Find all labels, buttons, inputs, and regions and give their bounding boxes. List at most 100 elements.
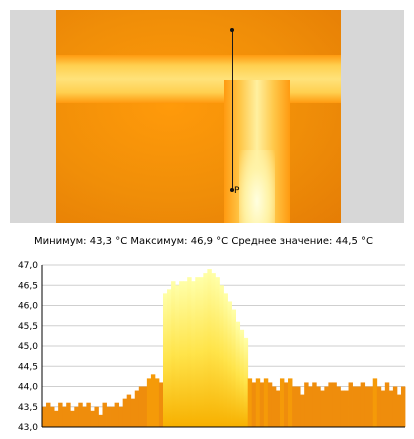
y-tick-label: 46,0 xyxy=(18,302,38,312)
profile-bar xyxy=(376,386,382,427)
profile-bar xyxy=(215,277,220,427)
profile-bar xyxy=(82,406,87,427)
profile-line[interactable] xyxy=(232,30,233,190)
profile-bar xyxy=(279,378,285,427)
profile-bar xyxy=(106,406,111,427)
profile-bar xyxy=(146,378,152,427)
profile-bar xyxy=(66,402,71,427)
profile-bar xyxy=(304,382,309,427)
profile-bar xyxy=(134,390,140,427)
profile-bar xyxy=(251,382,257,427)
profile-bar xyxy=(154,378,160,427)
profile-bar xyxy=(296,386,301,427)
profile-bar xyxy=(175,285,180,427)
avg-unit: °C xyxy=(361,236,373,247)
point-label: P xyxy=(234,186,240,196)
profile-bar xyxy=(42,406,47,427)
profile-bar xyxy=(235,321,241,427)
profile-bar xyxy=(308,386,313,427)
profile-bar xyxy=(292,386,297,427)
horizontal-heat-band xyxy=(56,55,341,103)
profile-bar xyxy=(388,390,394,427)
profile-bar xyxy=(400,386,406,427)
min-label: Минимум: xyxy=(34,236,87,247)
profile-bar xyxy=(126,394,132,427)
profile-bar xyxy=(255,378,261,427)
profile-bar xyxy=(227,301,232,427)
profile-bar xyxy=(360,382,366,427)
profile-bar xyxy=(195,277,200,427)
profile-bar xyxy=(243,337,249,427)
profile-bar xyxy=(86,402,91,427)
profile-bar xyxy=(344,390,349,427)
thermal-image[interactable]: P xyxy=(56,10,341,223)
min-value: 43,3 xyxy=(89,236,112,247)
profile-bar xyxy=(122,398,128,427)
profile-bar xyxy=(259,382,265,427)
profile-bar xyxy=(203,273,208,427)
max-unit: °C xyxy=(216,236,229,247)
profile-bar xyxy=(211,273,216,427)
profile-bar xyxy=(384,382,390,427)
profile-bar xyxy=(102,402,107,427)
profile-bar xyxy=(380,390,386,427)
profile-line-start-handle[interactable] xyxy=(230,28,234,32)
profile-bar xyxy=(231,309,236,427)
profile-bar xyxy=(138,386,144,427)
avg-value: 44,5 xyxy=(335,236,358,247)
profile-bar xyxy=(223,293,228,427)
profile-bar xyxy=(239,329,245,427)
avg-label: Среднее значение: xyxy=(231,236,333,247)
profile-bar xyxy=(392,386,398,427)
profile-bar xyxy=(191,281,196,427)
profile-bar xyxy=(163,293,168,427)
profile-bar xyxy=(320,390,325,427)
profile-bar xyxy=(267,382,273,427)
min-unit: °C xyxy=(115,236,128,247)
profile-bar xyxy=(340,390,345,427)
profile-bar xyxy=(328,382,333,427)
profile-bar xyxy=(118,406,124,427)
profile-chart-svg: 47,0 46,5 46,0 45,5 45,0 44,5 44,0 43,5 43,0 xyxy=(18,261,406,433)
profile-bar xyxy=(275,390,281,427)
profile-bar xyxy=(114,402,120,427)
profile-bar xyxy=(62,406,67,427)
profile-bar xyxy=(183,281,188,427)
profile-line-end-handle[interactable] xyxy=(230,188,234,192)
profile-bar xyxy=(284,382,289,427)
profile-bar xyxy=(94,406,99,427)
max-value: 46,9 xyxy=(190,236,213,247)
profile-bar xyxy=(372,378,378,427)
profile-bar xyxy=(98,414,103,427)
profile-bar xyxy=(332,382,337,427)
profile-bar xyxy=(199,277,204,427)
profile-bar xyxy=(348,382,353,427)
profile-bar xyxy=(74,406,79,427)
profile-bar xyxy=(54,410,59,427)
y-tick-label: 45,5 xyxy=(18,322,38,332)
y-tick-label: 47,0 xyxy=(18,261,38,271)
profile-bar xyxy=(324,386,329,427)
profile-bar xyxy=(219,285,224,427)
profile-bar xyxy=(142,386,148,427)
profile-bar xyxy=(50,406,55,427)
profile-bar xyxy=(158,382,164,427)
profile-bar xyxy=(263,378,269,427)
profile-bar xyxy=(247,378,253,427)
y-tick-label: 44,5 xyxy=(18,362,38,372)
profile-bar xyxy=(70,410,75,427)
profile-bar xyxy=(58,402,63,427)
profile-bar xyxy=(271,386,277,427)
hot-spot-glow xyxy=(239,150,275,223)
profile-bar xyxy=(110,406,115,427)
profile-bar xyxy=(179,281,184,427)
profile-bar xyxy=(356,386,362,427)
y-tick-label: 45,0 xyxy=(18,342,38,352)
profile-bar xyxy=(368,386,374,427)
profile-bar xyxy=(187,277,192,427)
y-tick-label: 46,5 xyxy=(18,281,38,291)
profile-bar xyxy=(167,289,172,427)
profile-bar xyxy=(300,394,305,427)
y-tick-label: 44,0 xyxy=(18,383,38,393)
temperature-stats: Минимум: 43,3 °C Максимум: 46,9 °C Средн… xyxy=(34,236,373,247)
